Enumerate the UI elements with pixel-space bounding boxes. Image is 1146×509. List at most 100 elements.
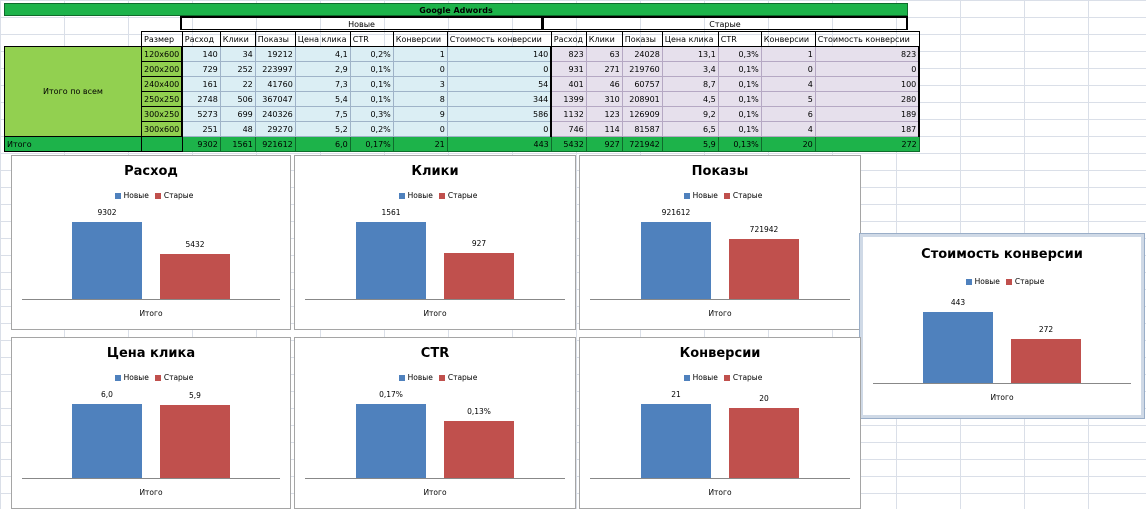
- chart-kliki[interactable]: Клики Новые Старые 1561 927 Итого: [294, 155, 576, 330]
- new-value-cell[interactable]: 5273: [181, 106, 221, 122]
- old-value-cell[interactable]: 0,1%: [717, 121, 762, 137]
- column-header[interactable]: CTR: [717, 31, 762, 47]
- group-header-new[interactable]: Новые: [180, 16, 543, 30]
- new-value-cell[interactable]: 22: [219, 76, 256, 92]
- old-value-cell[interactable]: 0,3%: [717, 46, 762, 62]
- bar-new[interactable]: [641, 222, 711, 299]
- old-value-cell[interactable]: 8,7: [661, 76, 719, 92]
- old-value-cell[interactable]: 9,2: [661, 106, 719, 122]
- chart-stoimost-konversii[interactable]: Стоимость конверсии Новые Старые 443 272 Итог…: [860, 234, 1144, 418]
- old-value-cell[interactable]: 189: [814, 106, 921, 122]
- new-value-cell[interactable]: 0: [446, 121, 553, 137]
- column-header[interactable]: Конверсии: [760, 31, 816, 47]
- new-value-cell[interactable]: 48: [219, 121, 256, 137]
- old-value-cell[interactable]: 114: [585, 121, 623, 137]
- old-value-cell[interactable]: 81587: [621, 121, 663, 137]
- old-value-cell[interactable]: 187: [814, 121, 921, 137]
- chart-ctr[interactable]: CTR Новые Старые 0,17% 0,13% Итого: [294, 337, 576, 509]
- old-value-cell[interactable]: 4: [760, 121, 816, 137]
- bar-old[interactable]: [729, 408, 799, 478]
- total-value-cell[interactable]: 921612: [254, 136, 296, 152]
- new-value-cell[interactable]: 9: [392, 106, 448, 122]
- new-value-cell[interactable]: 54: [446, 76, 553, 92]
- sheet-title[interactable]: Google Adwords: [4, 3, 908, 16]
- new-value-cell[interactable]: 2748: [181, 91, 221, 107]
- new-value-cell[interactable]: 19212: [254, 46, 296, 62]
- bar-old[interactable]: [444, 421, 514, 478]
- old-value-cell[interactable]: 13,1: [661, 46, 719, 62]
- size-cell[interactable]: 300x600: [141, 121, 183, 137]
- old-value-cell[interactable]: 0,1%: [717, 76, 762, 92]
- column-header[interactable]: Конверсии: [392, 31, 448, 47]
- new-value-cell[interactable]: 506: [219, 91, 256, 107]
- old-value-cell[interactable]: 208901: [621, 91, 663, 107]
- new-value-cell[interactable]: 223997: [254, 61, 296, 77]
- new-value-cell[interactable]: 344: [446, 91, 553, 107]
- new-value-cell[interactable]: 161: [181, 76, 221, 92]
- old-value-cell[interactable]: 271: [585, 61, 623, 77]
- old-value-cell[interactable]: 823: [550, 46, 587, 62]
- new-value-cell[interactable]: 140: [181, 46, 221, 62]
- old-value-cell[interactable]: 46: [585, 76, 623, 92]
- new-value-cell[interactable]: 0,1%: [349, 91, 394, 107]
- old-value-cell[interactable]: 126909: [621, 106, 663, 122]
- column-header[interactable]: Цена клика: [294, 31, 351, 47]
- old-value-cell[interactable]: 280: [814, 91, 921, 107]
- total-value-cell[interactable]: 927: [585, 136, 623, 152]
- size-cell[interactable]: 120x600: [141, 46, 183, 62]
- size-cell[interactable]: 250x250: [141, 91, 183, 107]
- new-value-cell[interactable]: 5,2: [294, 121, 351, 137]
- bar-old[interactable]: [729, 239, 799, 299]
- old-value-cell[interactable]: 0: [760, 61, 816, 77]
- bar-new[interactable]: [72, 404, 142, 478]
- size-cell[interactable]: 240x400: [141, 76, 183, 92]
- old-value-cell[interactable]: 1132: [550, 106, 587, 122]
- column-header[interactable]: Стоимость конверсии: [446, 31, 552, 47]
- old-value-cell[interactable]: 310: [585, 91, 623, 107]
- old-value-cell[interactable]: 0,1%: [717, 61, 762, 77]
- old-value-cell[interactable]: 123: [585, 106, 623, 122]
- total-value-cell[interactable]: 0,13%: [717, 136, 762, 152]
- new-value-cell[interactable]: 4,1: [294, 46, 351, 62]
- new-value-cell[interactable]: 0: [392, 121, 448, 137]
- new-value-cell[interactable]: 0: [392, 61, 448, 77]
- new-value-cell[interactable]: 367047: [254, 91, 296, 107]
- old-value-cell[interactable]: 4: [760, 76, 816, 92]
- new-value-cell[interactable]: 7,3: [294, 76, 351, 92]
- new-value-cell[interactable]: 729: [181, 61, 221, 77]
- old-value-cell[interactable]: 0: [814, 61, 921, 77]
- total-size-cell[interactable]: [141, 136, 183, 152]
- bar-new[interactable]: [356, 404, 426, 478]
- old-value-cell[interactable]: 0,1%: [717, 106, 762, 122]
- column-header[interactable]: Клики: [219, 31, 256, 47]
- group-header-old[interactable]: Старые: [542, 16, 908, 30]
- new-value-cell[interactable]: 0,2%: [349, 121, 394, 137]
- bar-new[interactable]: [641, 404, 711, 478]
- column-header[interactable]: CTR: [349, 31, 394, 47]
- total-value-cell[interactable]: 0,17%: [349, 136, 394, 152]
- old-value-cell[interactable]: 931: [550, 61, 587, 77]
- old-value-cell[interactable]: 823: [814, 46, 921, 62]
- old-value-cell[interactable]: 219760: [621, 61, 663, 77]
- total-value-cell[interactable]: 9302: [181, 136, 221, 152]
- bar-old[interactable]: [160, 405, 230, 478]
- new-value-cell[interactable]: 34: [219, 46, 256, 62]
- new-value-cell[interactable]: 251: [181, 121, 221, 137]
- empty-header-cell[interactable]: [4, 31, 142, 47]
- new-value-cell[interactable]: 0,2%: [349, 46, 394, 62]
- new-value-cell[interactable]: 5,4: [294, 91, 351, 107]
- chart-konversii[interactable]: Конверсии Новые Старые 21 20 Итого: [579, 337, 861, 509]
- new-value-cell[interactable]: 29270: [254, 121, 296, 137]
- row-group-label[interactable]: Итого по всем: [4, 46, 142, 137]
- new-value-cell[interactable]: 2,9: [294, 61, 351, 77]
- old-value-cell[interactable]: 60757: [621, 76, 663, 92]
- old-value-cell[interactable]: 1399: [550, 91, 587, 107]
- old-value-cell[interactable]: 1: [760, 46, 816, 62]
- new-value-cell[interactable]: 140: [446, 46, 553, 62]
- old-value-cell[interactable]: 24028: [621, 46, 663, 62]
- column-header[interactable]: Цена клика: [661, 31, 719, 47]
- chart-pokazy[interactable]: Показы Новые Старые 921612 721942 Итого: [579, 155, 861, 330]
- size-header[interactable]: Размер: [141, 31, 183, 47]
- new-value-cell[interactable]: 1: [392, 46, 448, 62]
- new-value-cell[interactable]: 3: [392, 76, 448, 92]
